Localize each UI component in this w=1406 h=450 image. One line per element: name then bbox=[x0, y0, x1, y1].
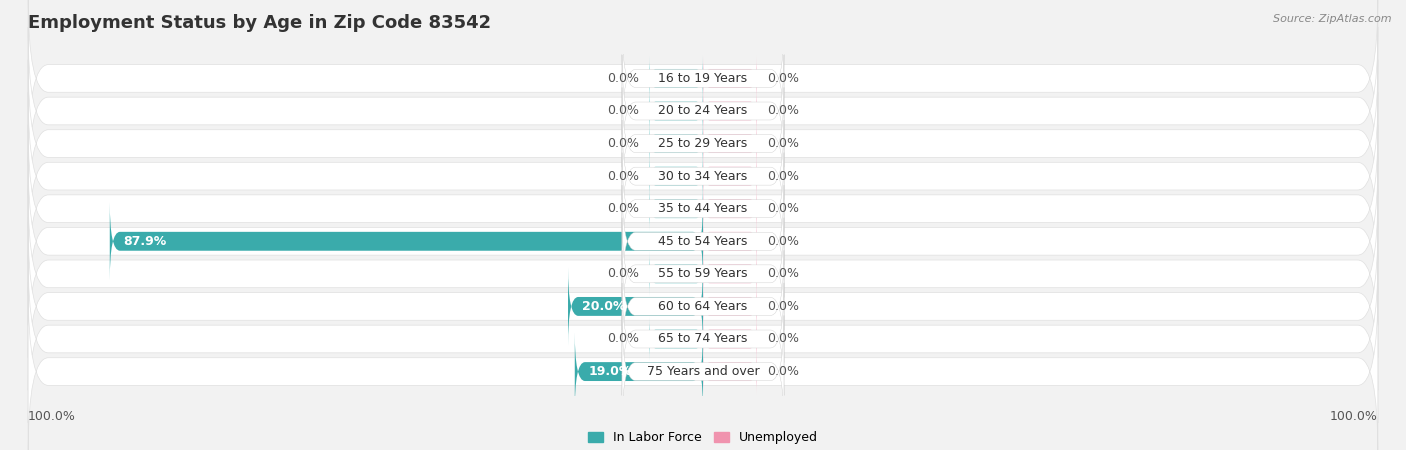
FancyBboxPatch shape bbox=[110, 202, 703, 281]
Text: 75 Years and over: 75 Years and over bbox=[647, 365, 759, 378]
Text: 60 to 64 Years: 60 to 64 Years bbox=[658, 300, 748, 313]
FancyBboxPatch shape bbox=[28, 223, 1378, 390]
Text: 0.0%: 0.0% bbox=[768, 104, 799, 117]
Text: Source: ZipAtlas.com: Source: ZipAtlas.com bbox=[1274, 14, 1392, 23]
Text: 0.0%: 0.0% bbox=[768, 202, 799, 215]
FancyBboxPatch shape bbox=[650, 88, 703, 134]
FancyBboxPatch shape bbox=[703, 218, 756, 265]
FancyBboxPatch shape bbox=[621, 55, 785, 167]
Text: 55 to 59 Years: 55 to 59 Years bbox=[658, 267, 748, 280]
FancyBboxPatch shape bbox=[28, 92, 1378, 260]
Text: 0.0%: 0.0% bbox=[768, 170, 799, 183]
Text: 0.0%: 0.0% bbox=[607, 202, 638, 215]
Text: 100.0%: 100.0% bbox=[1330, 410, 1378, 423]
Text: 20 to 24 Years: 20 to 24 Years bbox=[658, 104, 748, 117]
FancyBboxPatch shape bbox=[621, 153, 785, 265]
Text: 25 to 29 Years: 25 to 29 Years bbox=[658, 137, 748, 150]
Text: 35 to 44 Years: 35 to 44 Years bbox=[658, 202, 748, 215]
FancyBboxPatch shape bbox=[650, 316, 703, 362]
Text: 0.0%: 0.0% bbox=[768, 300, 799, 313]
FancyBboxPatch shape bbox=[703, 55, 756, 102]
Legend: In Labor Force, Unemployed: In Labor Force, Unemployed bbox=[588, 432, 818, 445]
FancyBboxPatch shape bbox=[575, 332, 703, 411]
FancyBboxPatch shape bbox=[703, 153, 756, 199]
FancyBboxPatch shape bbox=[703, 251, 756, 297]
Text: 30 to 34 Years: 30 to 34 Years bbox=[658, 170, 748, 183]
Text: 0.0%: 0.0% bbox=[607, 104, 638, 117]
FancyBboxPatch shape bbox=[621, 87, 785, 200]
Text: 0.0%: 0.0% bbox=[607, 170, 638, 183]
FancyBboxPatch shape bbox=[650, 121, 703, 166]
Text: 16 to 19 Years: 16 to 19 Years bbox=[658, 72, 748, 85]
FancyBboxPatch shape bbox=[650, 251, 703, 297]
FancyBboxPatch shape bbox=[703, 121, 756, 166]
Text: 0.0%: 0.0% bbox=[607, 137, 638, 150]
FancyBboxPatch shape bbox=[621, 185, 785, 297]
FancyBboxPatch shape bbox=[28, 125, 1378, 292]
Text: 87.9%: 87.9% bbox=[124, 235, 166, 248]
FancyBboxPatch shape bbox=[28, 60, 1378, 227]
Text: 0.0%: 0.0% bbox=[768, 235, 799, 248]
FancyBboxPatch shape bbox=[28, 0, 1378, 162]
Text: 19.0%: 19.0% bbox=[588, 365, 631, 378]
Text: 65 to 74 Years: 65 to 74 Years bbox=[658, 333, 748, 346]
FancyBboxPatch shape bbox=[28, 190, 1378, 358]
FancyBboxPatch shape bbox=[621, 250, 785, 363]
FancyBboxPatch shape bbox=[703, 284, 756, 329]
Text: 0.0%: 0.0% bbox=[768, 137, 799, 150]
FancyBboxPatch shape bbox=[650, 185, 703, 232]
Text: 0.0%: 0.0% bbox=[768, 365, 799, 378]
Text: 0.0%: 0.0% bbox=[768, 72, 799, 85]
FancyBboxPatch shape bbox=[28, 255, 1378, 423]
FancyBboxPatch shape bbox=[703, 348, 756, 395]
Text: 0.0%: 0.0% bbox=[768, 333, 799, 346]
FancyBboxPatch shape bbox=[650, 55, 703, 102]
FancyBboxPatch shape bbox=[621, 315, 785, 428]
FancyBboxPatch shape bbox=[621, 218, 785, 330]
Text: 0.0%: 0.0% bbox=[607, 333, 638, 346]
Text: 45 to 54 Years: 45 to 54 Years bbox=[658, 235, 748, 248]
FancyBboxPatch shape bbox=[703, 316, 756, 362]
FancyBboxPatch shape bbox=[568, 267, 703, 346]
FancyBboxPatch shape bbox=[28, 27, 1378, 195]
Text: 0.0%: 0.0% bbox=[607, 72, 638, 85]
Text: 0.0%: 0.0% bbox=[607, 267, 638, 280]
Text: 0.0%: 0.0% bbox=[768, 267, 799, 280]
Text: Employment Status by Age in Zip Code 83542: Employment Status by Age in Zip Code 835… bbox=[28, 14, 491, 32]
FancyBboxPatch shape bbox=[28, 158, 1378, 325]
FancyBboxPatch shape bbox=[650, 153, 703, 199]
FancyBboxPatch shape bbox=[703, 185, 756, 232]
FancyBboxPatch shape bbox=[621, 283, 785, 395]
FancyBboxPatch shape bbox=[28, 288, 1378, 450]
FancyBboxPatch shape bbox=[703, 88, 756, 134]
Text: 100.0%: 100.0% bbox=[28, 410, 76, 423]
FancyBboxPatch shape bbox=[621, 22, 785, 135]
FancyBboxPatch shape bbox=[621, 120, 785, 232]
Text: 20.0%: 20.0% bbox=[582, 300, 626, 313]
